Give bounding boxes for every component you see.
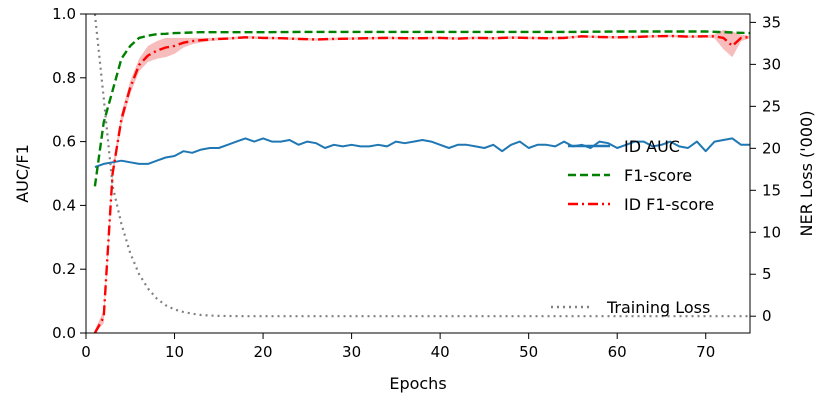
y-right-tick-label: 35	[762, 13, 781, 31]
y-axis-left: 0.0 0.2 0.4 0.6 0.8 1.0	[52, 5, 86, 342]
series-line	[93, 13, 750, 318]
y-axis-right-label: NER Loss ('000)	[797, 111, 816, 237]
y-right-tick-label: 15	[762, 181, 781, 199]
legend-label: Training Loss	[606, 298, 710, 317]
y-right-tick-label: 25	[762, 97, 781, 115]
y-right-tick-label: 20	[762, 139, 781, 157]
legend-label: F1-score	[624, 166, 692, 185]
y-right-tick-label: 10	[762, 223, 781, 241]
series-line	[94, 137, 750, 169]
x-tick-label: 10	[165, 343, 184, 361]
y-left-tick-label: 0.4	[52, 196, 76, 214]
x-tick-label: 0	[81, 343, 91, 361]
legend-loss: Training Loss	[551, 298, 710, 317]
series-line	[93, 34, 751, 334]
x-axis: 0 10 20 30 40 50 60 70	[81, 333, 715, 361]
y-axis-right: 0 5 10 15 20 25 30 35	[750, 13, 781, 325]
legend-main: ID AUC F1-score ID F1-score	[568, 137, 714, 214]
y-right-tick-label: 5	[762, 265, 772, 283]
y-left-tick-label: 0.8	[52, 69, 76, 87]
plot-frame	[85, 13, 751, 334]
y-left-tick-label: 1.0	[52, 5, 76, 23]
x-axis-label: Epochs	[389, 374, 446, 393]
x-tick-label: 60	[608, 343, 627, 361]
legend-label: ID AUC	[624, 137, 680, 156]
x-tick-label: 70	[696, 343, 715, 361]
y-axis-left-label: AUC/F1	[13, 144, 32, 203]
legend-label: ID F1-score	[624, 195, 714, 214]
y-left-tick-label: 0.6	[52, 133, 76, 151]
x-tick-label: 20	[254, 343, 273, 361]
x-tick-label: 50	[519, 343, 538, 361]
x-tick-label: 30	[342, 343, 361, 361]
y-left-tick-label: 0.2	[52, 260, 76, 278]
series-line	[93, 30, 751, 187]
x-tick-label: 40	[431, 343, 450, 361]
y-right-tick-label: 0	[762, 307, 772, 325]
y-left-tick-label: 0.0	[52, 324, 76, 342]
series-lines	[93, 13, 751, 334]
y-right-tick-label: 30	[762, 55, 781, 73]
